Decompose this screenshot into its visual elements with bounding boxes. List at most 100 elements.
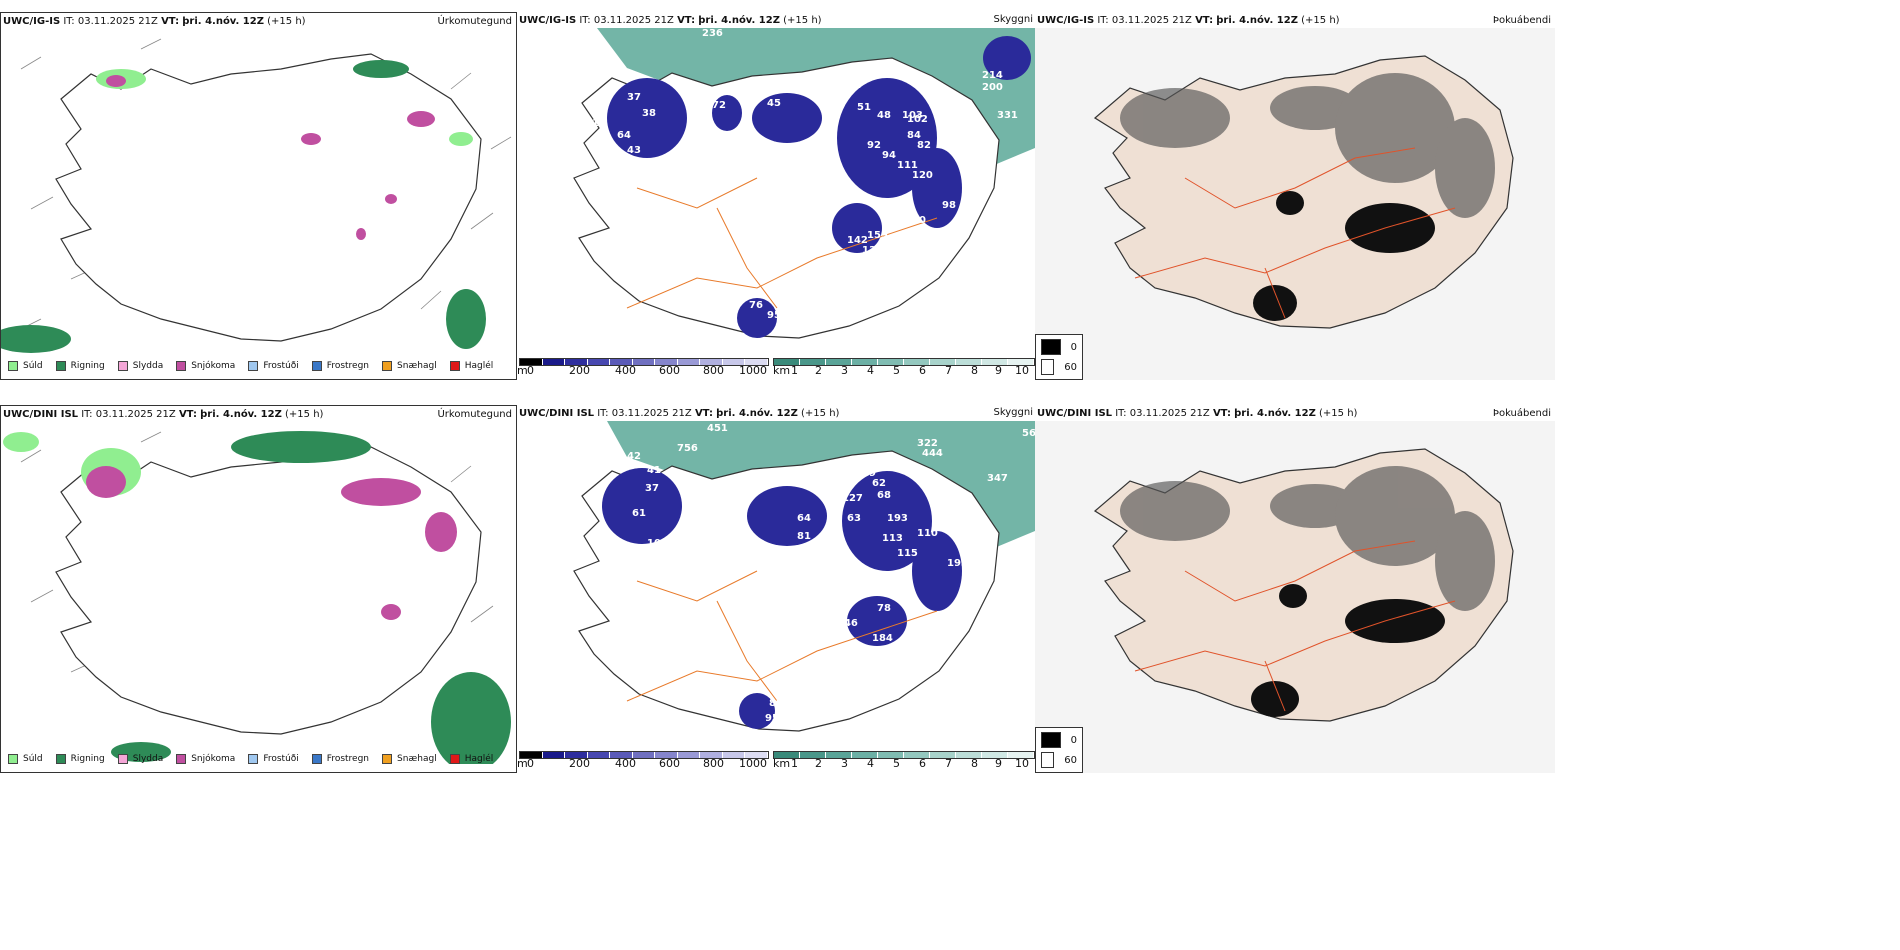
cloud-base-label: 102 bbox=[907, 114, 928, 125]
colorbar-segment bbox=[904, 359, 930, 365]
cloud-base-label: 42 bbox=[627, 451, 641, 462]
panel-title: Þokuábendi bbox=[1492, 15, 1551, 26]
cloud-base-label: 184 bbox=[872, 633, 893, 644]
height-tick: 200 bbox=[569, 757, 590, 770]
legend-item-sudl: Súld bbox=[8, 754, 43, 764]
colorbar-segment bbox=[745, 752, 768, 758]
fog-shading bbox=[1120, 73, 1495, 218]
cloud-base-label: 38 bbox=[642, 108, 656, 119]
legend-swatch bbox=[449, 754, 460, 764]
cloud-base-label: 64 bbox=[617, 130, 631, 141]
precip-map[interactable] bbox=[1, 29, 517, 371]
height-unit: m bbox=[517, 364, 528, 377]
cloud-base-label: 48 bbox=[877, 110, 891, 121]
panel-header: UWC/IG-IS IT: 03.11.2025 21Z VT: þri. 4.… bbox=[519, 15, 822, 26]
colorbar-segment bbox=[610, 752, 633, 758]
legend-swatch bbox=[8, 361, 18, 371]
km-tick: 5 bbox=[893, 364, 900, 377]
cloud-base-label: 95 bbox=[767, 310, 781, 321]
dense-fog bbox=[1251, 584, 1445, 717]
colorbar-segment bbox=[677, 752, 701, 758]
cloud-base-label: 83 bbox=[917, 230, 931, 241]
colorbar-segment bbox=[542, 359, 566, 365]
colorbar-segment bbox=[587, 752, 611, 758]
colorbar-segment bbox=[774, 359, 800, 365]
height-tick: 400 bbox=[615, 757, 636, 770]
fog-legend: 0 60 bbox=[1035, 727, 1083, 773]
cloud-base-label: 84 bbox=[907, 130, 921, 141]
precip-map[interactable] bbox=[1, 422, 517, 764]
cloud-base-label: 68 bbox=[637, 200, 651, 211]
cloud-base-label: 43 bbox=[627, 145, 641, 156]
km-tick: 10 bbox=[1015, 757, 1029, 770]
cloud-base-label: 103 bbox=[767, 593, 788, 604]
cloud-base-label: 53 bbox=[617, 173, 631, 184]
precip-legend: Súld Rigning Slydda Snjókoma Frostúði Fr… bbox=[1, 748, 499, 770]
colorbar-segment bbox=[565, 359, 588, 365]
fog-map[interactable] bbox=[1035, 28, 1555, 380]
fog-map[interactable] bbox=[1035, 421, 1555, 773]
km-unit: km bbox=[773, 757, 791, 770]
km-tick: 9 bbox=[995, 364, 1002, 377]
cloud-base-label: 562 bbox=[1022, 428, 1035, 439]
fog-panel-top: UWC/IG-IS IT: 03.11.2025 21Z VT: þri. 4.… bbox=[1035, 12, 1555, 380]
panel-title: Úrkomutegund bbox=[437, 409, 512, 420]
panel-header: UWC/IG-IS IT: 03.11.2025 21Z VT: þri. 4.… bbox=[3, 16, 306, 27]
visibility-map[interactable]: 59 42 41 37 61 108 109 756 451 85 64 81 77 127 63 69626… bbox=[517, 421, 1035, 741]
cloud-base-label: 236 bbox=[702, 28, 723, 39]
cloud-base-label: 90 bbox=[612, 190, 626, 201]
cloud-base-label: 95 bbox=[765, 713, 779, 724]
fog-legend: 0 60 bbox=[1035, 334, 1083, 380]
panel-header: UWC/DINI ISL IT: 03.11.2025 21Z VT: þri.… bbox=[3, 409, 324, 420]
colorbar-segment bbox=[982, 752, 1008, 758]
cloud-base-label: 45 bbox=[767, 98, 781, 109]
cloud-base-label: 72 bbox=[712, 100, 726, 111]
panel-title: Úrkomutegund bbox=[437, 16, 512, 27]
cloud-base-label: 89 bbox=[769, 698, 783, 709]
legend-item-slydda: Slydda bbox=[117, 361, 163, 371]
legend-swatch bbox=[55, 361, 66, 371]
fog-swatch bbox=[1041, 732, 1061, 748]
colorbar-segment bbox=[878, 359, 904, 365]
cloud-base-label: 80 bbox=[912, 215, 926, 226]
road-network bbox=[626, 177, 938, 309]
cloud-base-label: 37 bbox=[645, 483, 659, 494]
km-colorbar bbox=[773, 751, 1035, 759]
fog-panel-bottom: UWC/DINI ISL IT: 03.11.2025 21Z VT: þri.… bbox=[1035, 405, 1555, 773]
cloud-base-label: 94 bbox=[882, 150, 896, 161]
cloud-base-label: 77 bbox=[802, 546, 816, 557]
legend-item-haglel: Haglél bbox=[449, 361, 493, 371]
legend-swatch bbox=[382, 361, 393, 371]
colorbar-segment bbox=[677, 359, 701, 365]
colorbar-segment bbox=[1008, 752, 1034, 758]
colorbar-segment bbox=[722, 752, 746, 758]
cloud-base-label: 82 bbox=[917, 140, 931, 151]
cloud-base-label: 347 bbox=[987, 473, 1008, 484]
cloud-base-label: 159 bbox=[867, 230, 888, 241]
cloud-base-label: 63 bbox=[847, 513, 861, 524]
panel-title: Þokuábendi bbox=[1492, 408, 1551, 419]
colorbar-segment bbox=[632, 359, 656, 365]
height-ticks: m 0 200 400 600 800 1000 bbox=[517, 757, 767, 771]
km-tick: 4 bbox=[867, 757, 874, 770]
cloud-base-label: 756 bbox=[677, 443, 698, 454]
colorbar-segment bbox=[878, 752, 904, 758]
height-tick: 1000 bbox=[739, 364, 767, 377]
km-tick: 1 bbox=[791, 757, 798, 770]
cloud-base-label: 109 bbox=[625, 573, 646, 584]
colorbar-segment bbox=[722, 359, 746, 365]
cloud-base-label: 110 bbox=[917, 528, 938, 539]
iceland-outline bbox=[55, 446, 482, 735]
height-colorbar bbox=[519, 358, 769, 366]
road-network bbox=[1134, 540, 1456, 712]
precip-panel-top: UWC/IG-IS IT: 03.11.2025 21Z VT: þri. 4.… bbox=[0, 12, 517, 380]
cloud-base-label: 86 bbox=[872, 70, 886, 81]
colorbar-segment bbox=[800, 359, 826, 365]
colorbar-segment bbox=[930, 752, 956, 758]
colorbar-segment bbox=[655, 359, 678, 365]
cloud-base-label: 41 bbox=[647, 465, 661, 476]
km-tick: 3 bbox=[841, 364, 848, 377]
km-tick: 2 bbox=[815, 364, 822, 377]
panel-header: UWC/DINI ISL IT: 03.11.2025 21Z VT: þri.… bbox=[519, 408, 840, 419]
